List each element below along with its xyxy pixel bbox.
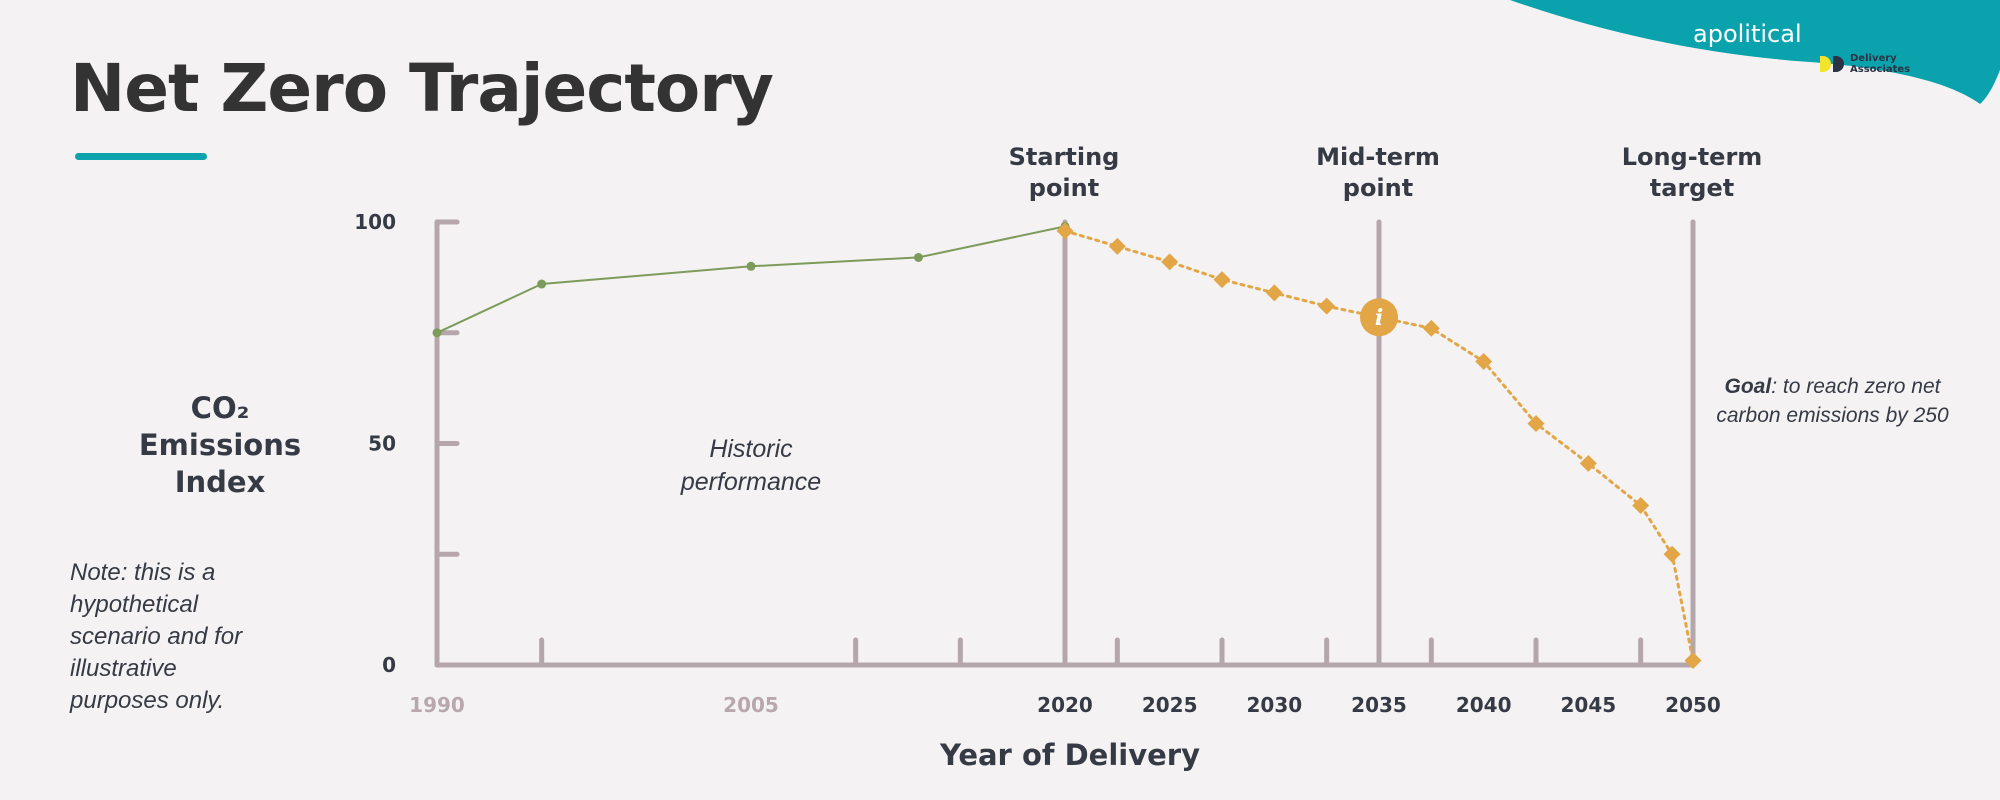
apolitical-logo: apolitical [1693, 20, 1802, 48]
data-point [746, 261, 756, 271]
data-point [1579, 454, 1597, 472]
y-axis-label: CO₂ Emissions Index [120, 390, 320, 501]
y-axis-label-line3: Index [174, 465, 266, 499]
goal-description: : to reach zero net carbon emissions by … [1716, 375, 1949, 427]
disclaimer-note: Note: this is a hypothetical scenario an… [70, 559, 243, 714]
delivery-associates-text: Delivery Associates [1850, 53, 1911, 75]
x-tick-label: 2045 [1560, 693, 1616, 717]
x-tick-label: 2005 [723, 693, 779, 717]
annotation-line2: performance [680, 468, 821, 496]
data-point [1684, 652, 1702, 670]
goal-label: Goal [1724, 375, 1772, 398]
x-tick-label: 2040 [1456, 693, 1512, 717]
marker-title-line1: Starting [1009, 143, 1120, 171]
y-tick-label: 50 [368, 432, 396, 456]
data-point [432, 328, 442, 338]
marker-title-line1: Mid-term [1316, 143, 1440, 171]
data-point [1161, 253, 1179, 271]
data-point [1663, 545, 1681, 563]
y-axis-label-line1: CO₂ [190, 391, 250, 425]
x-tick-label: 2035 [1351, 693, 1407, 717]
marker-title-line2: target [1650, 174, 1734, 202]
data-point [1265, 284, 1283, 302]
goal-text: Goal: to reach zero net carbon emissions… [1715, 372, 1950, 430]
delivery-associates-logo: Delivery Associates [1820, 53, 1920, 75]
y-tick-label: 100 [354, 210, 396, 234]
x-axis-title: Year of Delivery [939, 738, 1200, 772]
x-tick-label: 2030 [1246, 693, 1302, 717]
data-point [537, 279, 547, 289]
x-tick-label: 2025 [1142, 693, 1198, 717]
series-line-1 [1063, 229, 1695, 663]
x-tick-label: 1990 [409, 693, 465, 717]
brand-wave [1510, 0, 2000, 104]
marker-title-line2: point [1343, 174, 1413, 202]
y-tick-label: 0 [382, 653, 396, 677]
series-line-0 [436, 225, 1066, 334]
info-marker-circle [1360, 298, 1398, 337]
data-point [1422, 319, 1440, 337]
data-point [913, 252, 923, 262]
x-tick-label: 2050 [1665, 693, 1721, 717]
data-point [1213, 271, 1231, 289]
x-tick-label: 2020 [1037, 693, 1093, 717]
data-point [1108, 237, 1126, 255]
marker-title-line1: Long-term [1622, 143, 1763, 171]
data-point [1318, 297, 1336, 315]
marker-title-line2: point [1029, 174, 1099, 202]
title-underline [75, 153, 207, 160]
annotation-line1: Historic [709, 435, 793, 463]
info-icon: i [1375, 305, 1383, 331]
delivery-associates-mark-icon [1820, 56, 1844, 72]
y-axis-label-line2: Emissions [138, 428, 302, 462]
data-point [1056, 222, 1074, 240]
page-title: Net Zero Trajectory [70, 50, 774, 127]
